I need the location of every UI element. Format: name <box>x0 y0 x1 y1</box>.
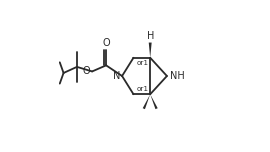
Text: O: O <box>83 66 90 76</box>
Text: O: O <box>102 38 110 48</box>
Polygon shape <box>149 43 152 58</box>
Text: or1: or1 <box>136 60 148 66</box>
Text: N: N <box>113 71 120 81</box>
Text: or1: or1 <box>136 86 148 92</box>
Polygon shape <box>150 94 158 109</box>
Text: NH: NH <box>170 71 184 81</box>
Polygon shape <box>143 94 150 109</box>
Text: H: H <box>147 31 155 41</box>
